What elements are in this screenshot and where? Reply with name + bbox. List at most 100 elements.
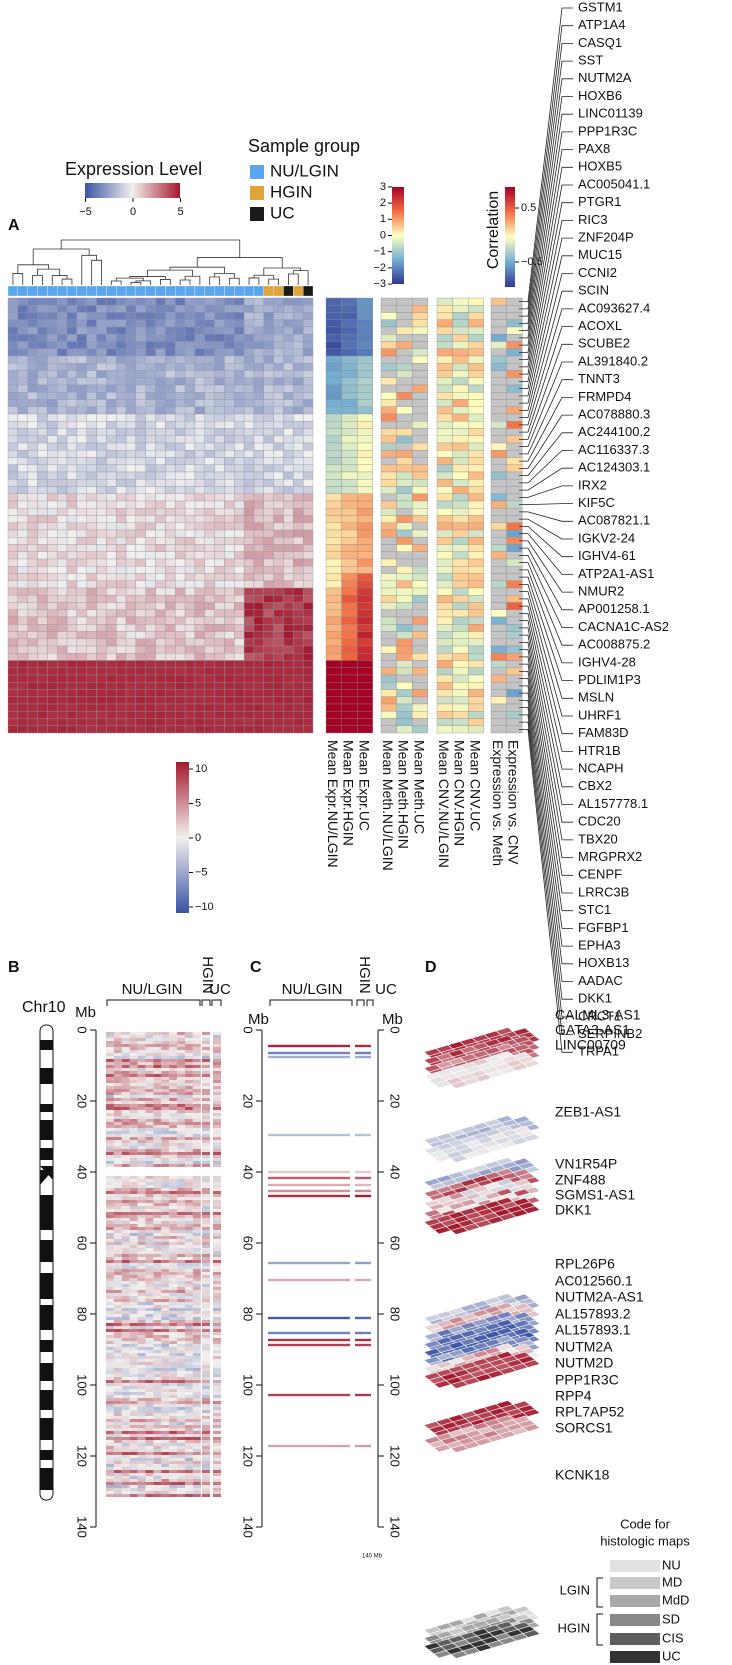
heatmap-cell: [302, 537, 314, 545]
heatmap-cell: [27, 711, 38, 719]
heatmap-cell: [243, 631, 255, 639]
gene-label: HOXB6: [578, 88, 622, 103]
cnv-cell: [106, 1128, 114, 1131]
cnv-cell: [145, 1047, 154, 1050]
heatmap-cell: [66, 602, 78, 610]
side-heatmap-cell: [412, 319, 428, 328]
cnv-cell: [202, 1134, 210, 1137]
heatmap-cell: [243, 537, 255, 545]
cnv-cell: [192, 1155, 201, 1158]
heatmap-cell: [125, 493, 137, 502]
heatmap-cell: [243, 667, 255, 676]
side-heatmap-cell: [468, 537, 484, 545]
cnv-cell: [121, 1119, 130, 1122]
cnv-cell: [169, 1215, 178, 1218]
cnv-cell: [137, 1299, 146, 1302]
side-heatmap-cell: [380, 645, 397, 654]
cnv-cell: [137, 1269, 146, 1272]
cnv-cell: [192, 1389, 201, 1392]
cnv-cell: [161, 1371, 170, 1374]
heatmap-cell: [96, 348, 107, 357]
cnv-cell: [192, 1395, 201, 1398]
cnv-cell: [145, 1236, 154, 1239]
side-heatmap-cell: [341, 638, 358, 647]
side-heatmap-cell: [468, 334, 484, 342]
side-heatmap-cell: [325, 674, 342, 683]
gene-label: HOXB13: [578, 955, 629, 970]
cnv-cell: [213, 1422, 221, 1425]
heatmap-cell: [47, 645, 58, 654]
cnv-cell: [129, 1257, 138, 1260]
cnv-cell: [106, 1308, 114, 1311]
heatmap-cell: [106, 703, 117, 712]
cnv-line: [268, 1055, 350, 1059]
heatmap-cell: [116, 573, 127, 581]
cnv-cell: [129, 1242, 138, 1245]
side-heatmap-cell: [325, 696, 342, 705]
heatmap-cell: [57, 544, 68, 552]
cnv-cell: [137, 1287, 146, 1290]
heatmap-cell: [165, 428, 176, 436]
heatmap-cell: [204, 341, 215, 349]
side-heatmap-cell: [380, 341, 397, 349]
cnv-cell: [192, 1224, 201, 1227]
side-heatmap-cell: [380, 312, 397, 320]
cnv-cell: [192, 1431, 201, 1434]
heatmap-cell: [224, 493, 235, 502]
heatmap-cell: [116, 595, 127, 603]
side-heatmap-cell: [380, 703, 397, 712]
heatmap-cell: [125, 334, 137, 342]
cnv-cell: [213, 1449, 221, 1452]
heatmap-cell: [57, 703, 68, 712]
cnv-cell: [106, 1086, 114, 1089]
cnv-cell: [185, 1440, 193, 1443]
side-heatmap-cell: [468, 355, 484, 364]
tick-label: 40: [241, 1165, 256, 1179]
heatmap-cell: [76, 631, 87, 639]
heatmap-cell: [302, 355, 314, 364]
cnv-cell: [177, 1116, 185, 1119]
cnv-cell: [192, 1050, 201, 1053]
cnv-cell: [145, 1344, 154, 1347]
heatmap-cell: [224, 363, 235, 371]
cnv-cell: [202, 1122, 210, 1125]
heatmap-cell: [293, 326, 304, 335]
heatmap-cell: [27, 537, 38, 545]
heatmap-cell: [165, 645, 176, 654]
cnv-cell: [113, 1044, 122, 1047]
heatmap-cell: [135, 384, 146, 393]
heatmap-cell: [293, 471, 304, 480]
heatmap-cell: [165, 363, 176, 371]
side-heatmap-cell: [468, 457, 484, 465]
heatmap-cell: [273, 377, 284, 386]
connector-line: [519, 361, 573, 448]
side-heatmap-cell: [396, 645, 413, 654]
heatmap-cell: [302, 508, 314, 516]
heatmap-cell: [17, 479, 28, 487]
tick-label: 0.5: [521, 202, 536, 214]
tick-label: 5: [177, 206, 183, 218]
cnv-cell: [153, 1290, 162, 1293]
cnv-cell: [202, 1275, 210, 1278]
cnv-cell: [153, 1443, 162, 1446]
cnv-cell: [145, 1248, 154, 1251]
heatmap-cell: [273, 587, 284, 596]
heatmap-cell: [175, 334, 186, 342]
heatmap-cell: [106, 334, 117, 342]
heatmap-cell: [283, 674, 294, 683]
heatmap-cell: [214, 312, 225, 320]
heatmap-cell: [145, 638, 156, 647]
heatmap-cell: [194, 377, 205, 386]
group-label: NU/LGIN: [122, 981, 183, 998]
cnv-cell: [202, 1263, 210, 1266]
cnv-cell: [185, 1092, 193, 1095]
heatmap-cell: [27, 435, 38, 444]
cnv-cell: [106, 1149, 114, 1152]
cnv-cell: [106, 1041, 114, 1044]
cnv-cell: [177, 1248, 185, 1251]
cnv-cell: [177, 1146, 185, 1149]
cnv-cell: [145, 1347, 154, 1350]
heatmap-cell: [37, 363, 48, 371]
cnv-cell: [202, 1053, 210, 1056]
heatmap-cell: [175, 312, 186, 320]
